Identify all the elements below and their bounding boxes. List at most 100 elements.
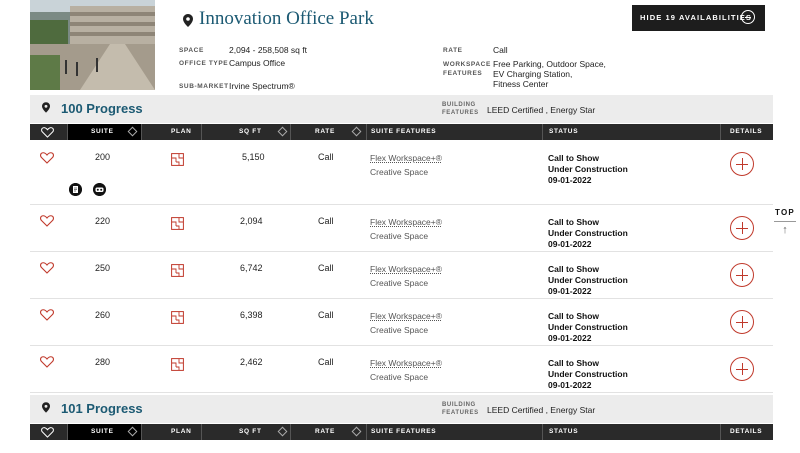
suite-feature: Creative Space (370, 278, 429, 288)
plan-column-header: PLAN (141, 124, 201, 140)
favorite-column (30, 424, 67, 440)
rate-value: Call (318, 216, 334, 226)
plus-circle-icon[interactable] (730, 152, 754, 176)
heart-icon[interactable] (40, 152, 54, 164)
table-row: 220 2,094 Call Flex Workspace+® Creative… (30, 205, 773, 252)
space-label: SPACE (179, 47, 204, 54)
flex-workspace-link[interactable]: Flex Workspace+® (370, 264, 443, 274)
brochure-icon[interactable] (69, 183, 82, 196)
plus-circle-icon[interactable] (730, 357, 754, 381)
property-photo[interactable] (30, 0, 155, 90)
sort-icon (351, 426, 362, 437)
sqft-value: 6,742 (240, 263, 263, 273)
sort-icon (127, 426, 138, 437)
sqft-column-header[interactable]: SQ FT (201, 124, 290, 140)
hide-availabilities-label: HIDE 19 AVAILABILITIES (640, 13, 752, 22)
details-header-label: DETAILS (730, 128, 763, 135)
virtual-tour-icon[interactable] (93, 183, 106, 196)
suite-number[interactable]: 220 (95, 216, 111, 226)
flex-workspace-link[interactable]: Flex Workspace+® (370, 358, 443, 368)
heart-icon[interactable] (40, 262, 54, 274)
building-features-label-2: FEATURES (442, 109, 479, 116)
building-name[interactable]: 101 Progress (61, 401, 143, 416)
flex-workspace-link[interactable]: Flex Workspace+® (370, 217, 443, 227)
floor-plan-icon[interactable] (171, 311, 184, 324)
flex-workspace-link[interactable]: Flex Workspace+® (370, 153, 443, 163)
status-line: Under Construction (548, 369, 628, 379)
suite-feature: Creative Space (370, 325, 429, 335)
status-text: Call to Show Under Construction 09-01-20… (548, 264, 628, 297)
rate-column-header[interactable]: RATE (290, 124, 366, 140)
building-name[interactable]: 100 Progress (61, 101, 143, 116)
heart-icon[interactable] (40, 309, 54, 321)
property-header: Innovation Office Park SPACE 2,094 - 258… (0, 0, 800, 93)
building-bar: 101 Progress BUILDING FEATURES LEED Cert… (30, 395, 773, 423)
suite-number[interactable]: 200 (95, 152, 111, 162)
status-line: Under Construction (548, 228, 628, 238)
workspace-features-label-1: WORKSPACE (443, 61, 491, 68)
flex-workspace-link[interactable]: Flex Workspace+® (370, 311, 443, 321)
suite-column-header[interactable]: SUITE (67, 424, 141, 440)
status-line: Call to Show (548, 153, 599, 163)
suite-features-column-header: SUITE FEATURES (366, 424, 542, 440)
sqft-value: 2,094 (240, 216, 263, 226)
status-line: Call to Show (548, 264, 599, 274)
status-header-label: STATUS (549, 428, 579, 435)
heart-icon (41, 427, 54, 438)
suite-number[interactable]: 250 (95, 263, 111, 273)
suite-feature: Creative Space (370, 167, 429, 177)
status-text: Call to Show Under Construction 09-01-20… (548, 153, 628, 186)
details-header-label: DETAILS (730, 428, 763, 435)
rate-value: Call (318, 357, 334, 367)
status-header-label: STATUS (549, 128, 579, 135)
floor-plan-icon[interactable] (171, 153, 184, 166)
heart-icon[interactable] (40, 356, 54, 368)
sort-icon (277, 126, 288, 137)
plus-circle-icon[interactable] (730, 216, 754, 240)
rate-value: Call (318, 263, 334, 273)
table-row: 260 6,398 Call Flex Workspace+® Creative… (30, 299, 773, 346)
favorite-column (30, 124, 67, 140)
building-features-label-2: FEATURES (442, 409, 479, 416)
building-features-label-1: BUILDING (442, 102, 476, 108)
status-line: Call to Show (548, 311, 599, 321)
floor-plan-icon[interactable] (171, 264, 184, 277)
building-features-value: LEED Certified , Energy Star (487, 105, 596, 115)
workspace-features-line-2: EV Charging Station, (493, 69, 573, 79)
status-date: 09-01-2022 (548, 239, 592, 249)
plus-circle-icon[interactable] (730, 263, 754, 287)
sqft-column-header[interactable]: SQ FT (201, 424, 290, 440)
plan-column-header: PLAN (141, 424, 201, 440)
floor-plan-icon[interactable] (171, 217, 184, 230)
suite-feature: Creative Space (370, 372, 429, 382)
plus-circle-icon[interactable] (730, 310, 754, 334)
status-column-header: STATUS (542, 124, 720, 140)
back-to-top-link[interactable]: TOP ↑ (774, 208, 796, 236)
heart-icon[interactable] (40, 215, 54, 227)
suite-features-header-label: SUITE FEATURES (371, 128, 437, 135)
building-features-label-1: BUILDING (442, 402, 476, 408)
suite-column-header[interactable]: SUITE (67, 124, 141, 140)
sqft-value: 2,462 (240, 357, 263, 367)
rate-value: Call (318, 310, 334, 320)
suite-number[interactable]: 280 (95, 357, 111, 367)
suite-header-label: SUITE (91, 128, 114, 135)
workspace-features-line-3: Fitness Center (493, 79, 549, 89)
suite-features-column-header: SUITE FEATURES (366, 124, 542, 140)
rate-column-header[interactable]: RATE (290, 424, 366, 440)
status-line: Call to Show (548, 217, 599, 227)
hide-availabilities-button[interactable]: HIDE 19 AVAILABILITIES (632, 5, 765, 31)
submarket-value: Irvine Spectrum® (229, 81, 295, 91)
space-value: 2,094 - 258,508 sq ft (229, 45, 307, 55)
sort-icon (351, 126, 362, 137)
building-features-value: LEED Certified , Energy Star (487, 405, 596, 415)
suite-number[interactable]: 260 (95, 310, 111, 320)
rate-header-label: RATE (315, 128, 336, 135)
minus-circle-icon (741, 10, 755, 24)
status-line: Call to Show (548, 358, 599, 368)
map-pin-icon (42, 402, 50, 413)
property-title[interactable]: Innovation Office Park (199, 8, 374, 29)
sort-icon (277, 426, 288, 437)
floor-plan-icon[interactable] (171, 358, 184, 371)
status-column-header: STATUS (542, 424, 720, 440)
